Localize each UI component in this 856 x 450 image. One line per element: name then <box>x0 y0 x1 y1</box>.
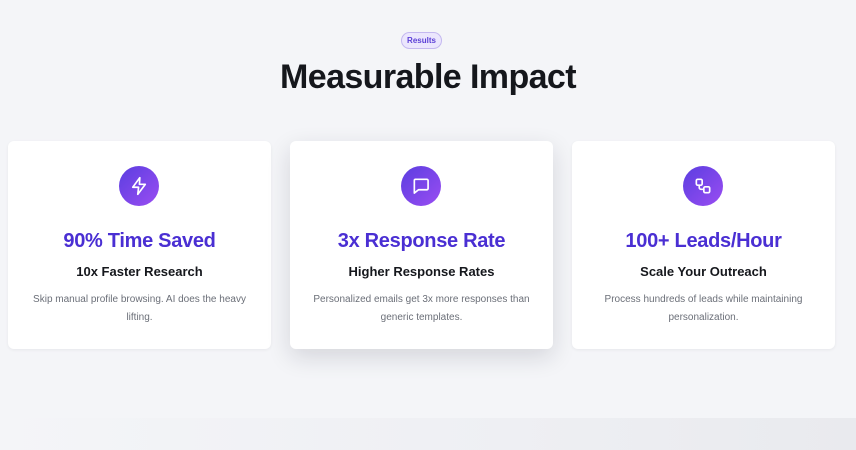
card-description: Process hundreds of leads while maintain… <box>604 294 803 323</box>
card-subtitle: Scale Your Outreach <box>640 264 767 279</box>
card-stat: 90% Time Saved <box>63 230 216 252</box>
card-subtitle: 10x Faster Research <box>76 264 203 279</box>
card-subtitle: Higher Response Rates <box>348 264 495 279</box>
impact-card-response-rate: 3x Response Rate Higher Response Rates P… <box>290 141 553 349</box>
lightning-icon <box>119 166 159 206</box>
card-description: Personalized emails get 3x more response… <box>313 294 530 323</box>
chat-bubble-icon <box>401 166 441 206</box>
section-badge: Results <box>401 32 442 49</box>
card-stat: 3x Response Rate <box>337 230 506 252</box>
next-section-edge <box>0 418 856 450</box>
connected-nodes-icon <box>683 166 723 206</box>
impact-card-leads-per-hour: 100+ Leads/Hour Scale Your Outreach Proc… <box>572 141 835 349</box>
section-title: Measurable Impact <box>280 58 577 96</box>
impact-card-time-saved: 90% Time Saved 10x Faster Research Skip … <box>8 141 271 349</box>
card-description: Skip manual profile browsing. AI does th… <box>33 294 246 323</box>
card-stat: 100+ Leads/Hour <box>625 230 782 252</box>
